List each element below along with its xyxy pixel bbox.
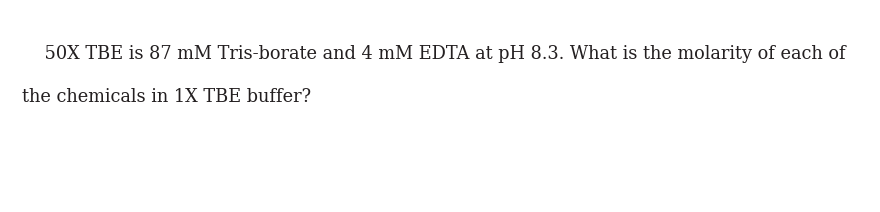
Text: the chemicals in 1X TBE buffer?: the chemicals in 1X TBE buffer? xyxy=(22,88,312,106)
Text: 50X TBE is 87 mM Tris-borate and 4 mM EDTA at pH 8.3. What is the molarity of ea: 50X TBE is 87 mM Tris-borate and 4 mM ED… xyxy=(22,45,846,63)
